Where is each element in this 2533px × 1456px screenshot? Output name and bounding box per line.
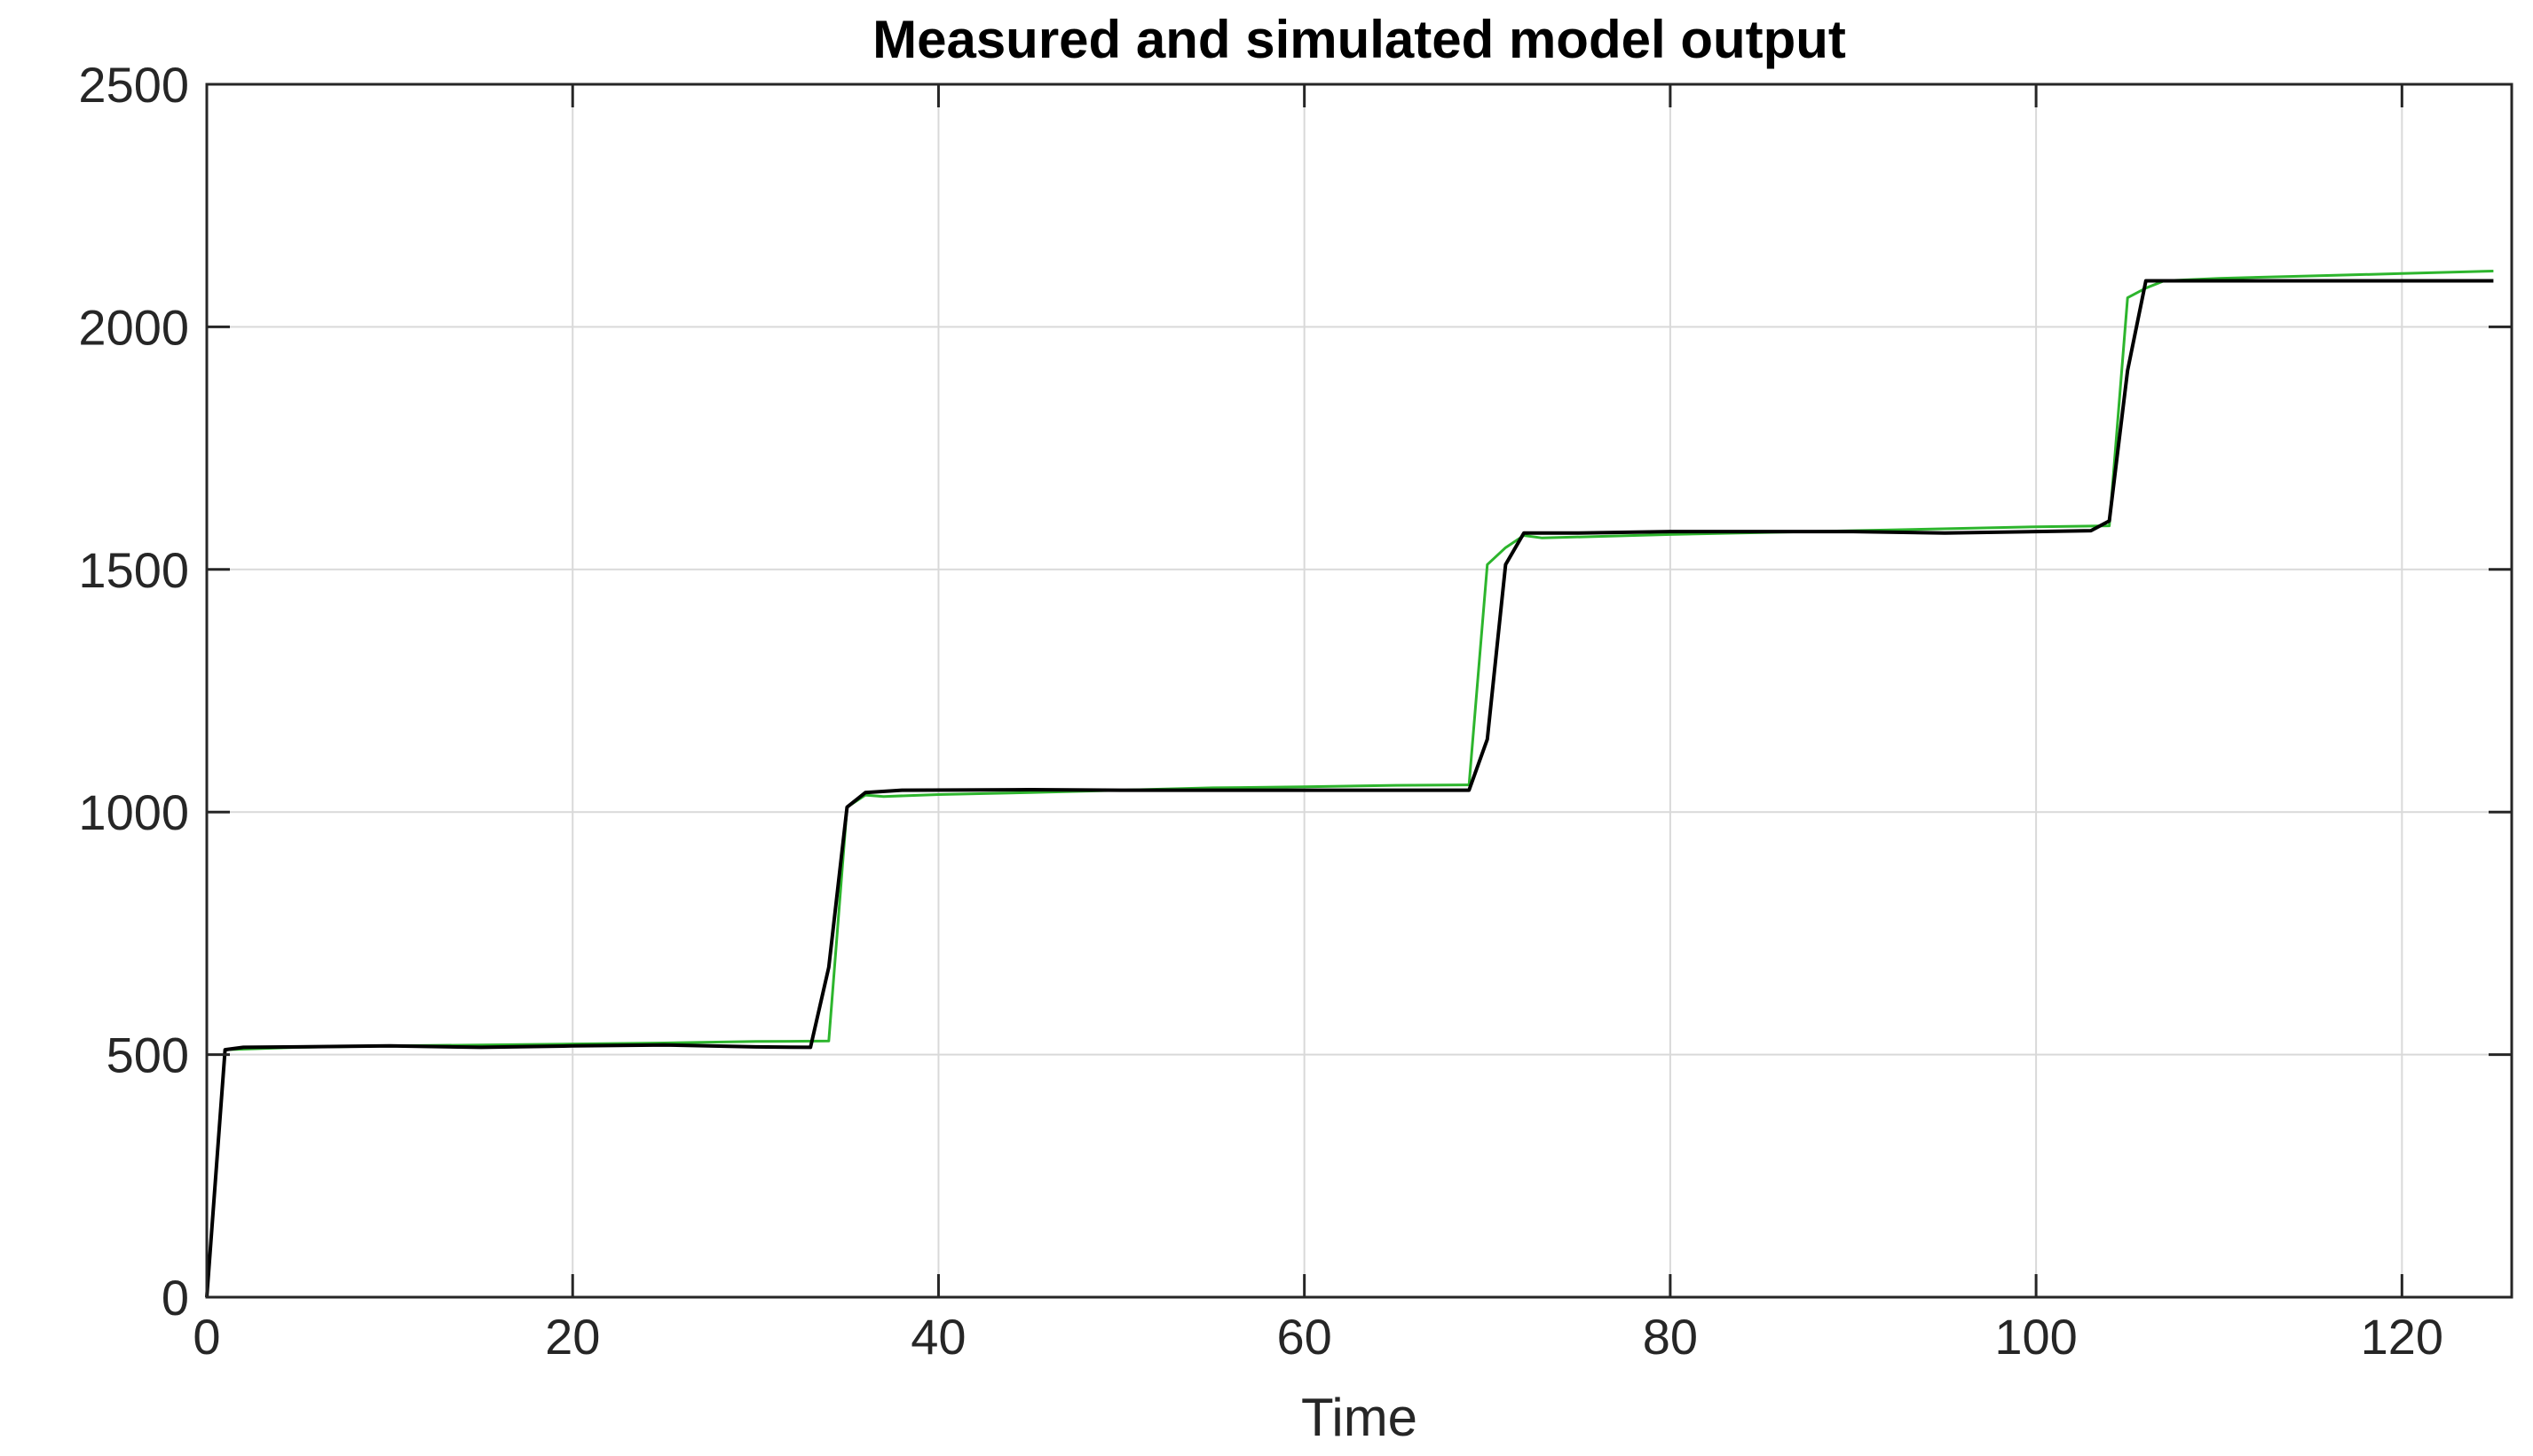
y-tick-label: 1000 (78, 784, 189, 840)
x-tick-label: 60 (1277, 1309, 1332, 1365)
y-tick-label: 0 (162, 1270, 189, 1326)
x-tick-label: 0 (193, 1309, 220, 1365)
x-tick-label: 20 (545, 1309, 600, 1365)
y-tick-label: 2000 (78, 299, 189, 355)
x-tick-label: 80 (1643, 1309, 1698, 1365)
x-axis-label: Time (1301, 1388, 1417, 1447)
y-tick-label: 500 (107, 1027, 189, 1083)
x-tick-label: 120 (2361, 1309, 2443, 1365)
x-tick-label: 100 (1994, 1309, 2077, 1365)
chart-title: Measured and simulated model output (872, 10, 1846, 69)
y-tick-label: 2500 (78, 57, 189, 113)
y-tick-label: 1500 (78, 542, 189, 598)
x-tick-label: 40 (911, 1309, 966, 1365)
